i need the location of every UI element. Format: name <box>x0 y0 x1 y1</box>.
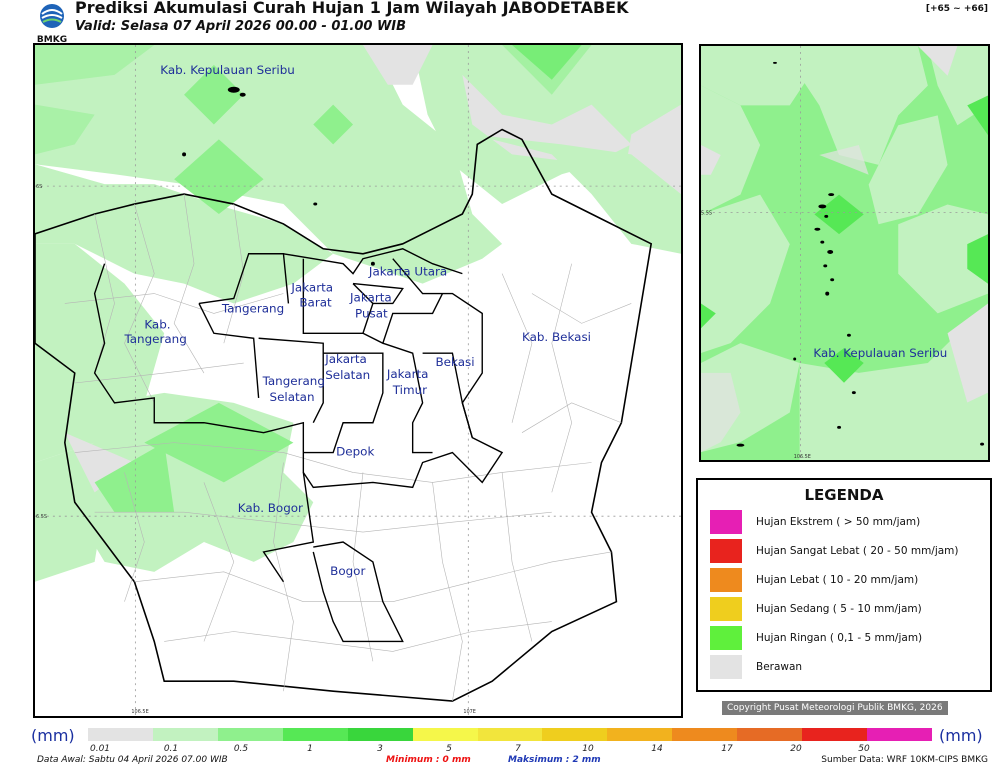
label-depok: Depok <box>336 445 374 459</box>
label-kab-bogor: Kab. Bogor <box>238 501 303 515</box>
colorbar-tick: 0.5 <box>233 744 249 754</box>
colorbar-segment <box>152 728 218 741</box>
label-tangerang-selatan: Tangerang <box>262 374 325 388</box>
svg-text:Selatan: Selatan <box>270 390 315 404</box>
legend-label: Hujan Lebat ( 10 - 20 mm/jam) <box>756 574 919 586</box>
colorbar-tick: 14 <box>651 744 663 754</box>
legend-item-ekstrem: Hujan Ekstrem ( > 50 mm/jam) <box>710 510 920 534</box>
colorbar-tick: 20 <box>790 744 802 754</box>
colorbar-tick: 17 <box>721 744 733 754</box>
main-map: 6S 6.5S 106.5E 107E Kab. Kepulauan Serib… <box>33 43 683 718</box>
svg-text:Pusat: Pusat <box>355 306 388 320</box>
colorbar-tick: 3 <box>377 744 383 754</box>
legend-item-sedang: Hujan Sedang ( 5 - 10 mm/jam) <box>710 597 922 621</box>
initial-data-time: Data Awal: Sabtu 04 April 2026 07.00 WIB <box>37 755 228 765</box>
label-jakarta-barat: Jakarta <box>290 281 333 295</box>
legend-title: LEGENDA <box>804 486 884 504</box>
legend-label: Berawan <box>756 661 803 673</box>
colorbar-tick: 0.01 <box>89 744 111 754</box>
legend-item-lebat: Hujan Lebat ( 10 - 20 mm/jam) <box>710 568 918 592</box>
colorbar-tick: 10 <box>582 744 594 754</box>
svg-text:5.5S: 5.5S <box>701 210 712 216</box>
svg-text:107E: 107E <box>463 709 476 715</box>
colorbar-tick: 7 <box>515 744 521 754</box>
svg-text:Barat: Barat <box>299 295 332 309</box>
label-kab-tangerang: Kab. <box>144 317 170 331</box>
legend-item-ringan: Hujan Ringan ( 0,1 - 5 mm/jam) <box>710 626 922 650</box>
legend-swatch <box>710 510 742 534</box>
colorbar-segment <box>542 728 608 741</box>
colorbar-segment <box>88 728 153 741</box>
colorbar-tick: 50 <box>858 744 870 754</box>
label-kab-bekasi: Kab. Bekasi <box>522 330 591 344</box>
data-source: Sumber Data: WRF 10KM-CIPS BMKG <box>821 755 988 765</box>
svg-text:6.5S: 6.5S <box>36 514 47 520</box>
legend-swatch <box>710 597 742 621</box>
svg-text:6S: 6S <box>36 184 42 190</box>
legend-item-sangat-lebat: Hujan Sangat Lebat ( 20 - 50 mm/jam) <box>710 539 959 563</box>
forecast-range: [+65 ~ +66] <box>925 4 988 14</box>
svg-text:Selatan: Selatan <box>325 368 370 382</box>
svg-text:106.5E: 106.5E <box>794 454 811 460</box>
label-jakarta-selatan: Jakarta <box>324 352 367 366</box>
colorbar-segment <box>477 728 543 741</box>
label-jakarta-timur: Jakarta <box>386 367 429 381</box>
colorbar-segment <box>802 728 868 741</box>
colorbar-segment <box>282 728 348 741</box>
svg-text:Tangerang: Tangerang <box>123 332 186 346</box>
legend-box: LEGENDA Hujan Ekstrem ( > 50 mm/jam) Huj… <box>696 478 992 692</box>
colorbar-unit-left: (mm) <box>31 726 75 745</box>
svg-text:106.5E: 106.5E <box>131 709 148 715</box>
colorbar-segment <box>412 728 478 741</box>
label-inset-kepulauan-seribu: Kab. Kepulauan Seribu <box>813 346 947 360</box>
label-bekasi: Bekasi <box>436 355 475 369</box>
colorbar-tick: 0.1 <box>163 744 179 754</box>
legend-swatch <box>710 539 742 563</box>
legend-item-berawan: Berawan <box>710 655 802 679</box>
legend-swatch <box>710 655 742 679</box>
legend-label: Hujan Ringan ( 0,1 - 5 mm/jam) <box>756 632 923 644</box>
label-tangerang: Tangerang <box>221 301 284 315</box>
colorbar <box>88 728 932 741</box>
svg-text:BMKG: BMKG <box>37 35 67 44</box>
colorbar-unit-right: (mm) <box>939 726 983 745</box>
legend-label: Hujan Sangat Lebat ( 20 - 50 mm/jam) <box>756 545 959 557</box>
colorbar-segment <box>737 728 803 741</box>
colorbar-segment <box>672 728 738 741</box>
copyright-notice: Copyright Pusat Meteorologi Publik BMKG,… <box>722 701 948 715</box>
maximum-value: Maksimum : 2 mm <box>508 755 601 765</box>
valid-time: Valid: Selasa 07 April 2026 00.00 - 01.0… <box>75 19 407 34</box>
legend-label: Hujan Sedang ( 5 - 10 mm/jam) <box>756 603 922 615</box>
label-kepulauan-seribu: Kab. Kepulauan Seribu <box>160 63 295 77</box>
colorbar-tick: 5 <box>446 744 452 754</box>
label-jakarta-utara: Jakarta Utara <box>368 265 447 279</box>
colorbar-segment <box>217 728 283 741</box>
inset-map: 5.5S 106.5E Kab. Kepulauan Seribu <box>699 44 990 462</box>
colorbar-segment <box>867 728 932 741</box>
bmkg-logo: BMKG <box>37 4 67 44</box>
colorbar-segment <box>347 728 413 741</box>
colorbar-tick: 1 <box>307 744 313 754</box>
map-title: Prediksi Akumulasi Curah Hujan 1 Jam Wil… <box>75 0 629 17</box>
legend-swatch <box>710 626 742 650</box>
label-jakarta-pusat: Jakarta <box>349 290 392 304</box>
colorbar-segment <box>607 728 673 741</box>
legend-label: Hujan Ekstrem ( > 50 mm/jam) <box>756 516 921 528</box>
minimum-value: Minimum : 0 mm <box>386 755 471 765</box>
label-bogor: Bogor <box>330 564 365 578</box>
svg-text:Timur: Timur <box>392 383 427 397</box>
legend-swatch <box>710 568 742 592</box>
